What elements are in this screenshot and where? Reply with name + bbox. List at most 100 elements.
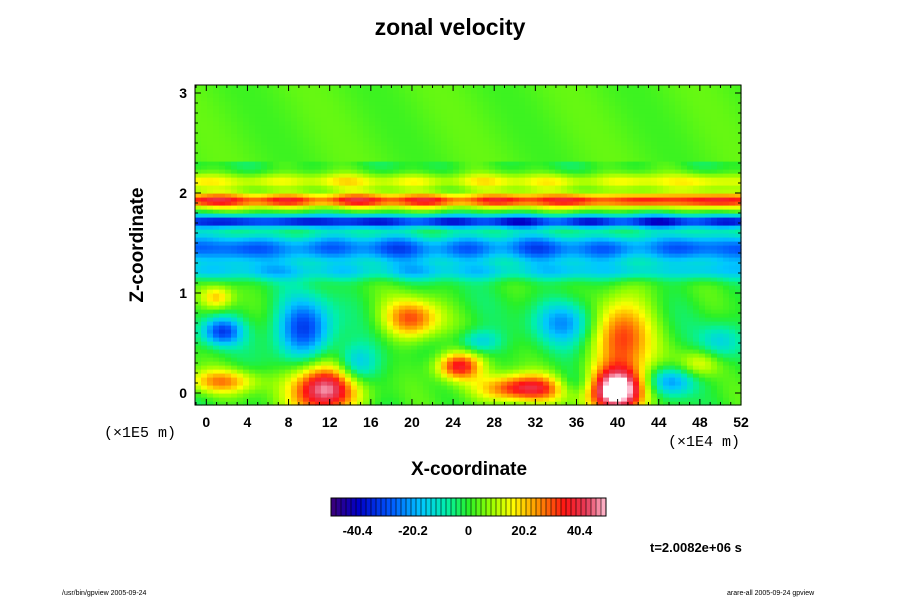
heat-cell — [537, 89, 544, 94]
heat-cell — [267, 129, 274, 134]
heat-cell — [375, 313, 382, 318]
heat-cell — [351, 313, 358, 318]
heat-cell — [285, 153, 292, 158]
heat-cell — [267, 377, 274, 382]
heat-cell — [483, 389, 490, 394]
heat-cell — [435, 201, 442, 206]
heat-cell — [435, 85, 442, 90]
heat-cell — [315, 197, 322, 202]
heat-cell — [561, 305, 568, 310]
heat-cell — [483, 85, 490, 90]
heat-cell — [243, 377, 250, 382]
heat-cell — [303, 113, 310, 118]
heat-cell — [423, 245, 430, 250]
heat-cell — [225, 205, 232, 210]
heat-cell — [213, 193, 220, 198]
heat-cell — [375, 365, 382, 370]
heat-cell — [555, 261, 562, 266]
heat-cell — [477, 177, 484, 182]
heat-cell — [519, 281, 526, 286]
heat-cell — [447, 109, 454, 114]
heat-cell — [201, 121, 208, 126]
heat-cell — [417, 361, 424, 366]
heat-cell — [213, 217, 220, 222]
heat-cell — [489, 149, 496, 154]
heat-cell — [285, 281, 292, 286]
heat-cell — [399, 161, 406, 166]
heat-cell — [501, 193, 508, 198]
heat-cell — [195, 353, 202, 358]
heat-cell — [465, 225, 472, 230]
heat-cell — [357, 217, 364, 222]
heat-cell — [225, 105, 232, 110]
heat-cell — [459, 201, 466, 206]
heat-cell — [345, 101, 352, 106]
heat-cell — [411, 109, 418, 114]
heat-cell — [513, 321, 520, 326]
heat-cell — [441, 161, 448, 166]
heat-cell — [243, 401, 250, 406]
heat-cell — [423, 289, 430, 294]
heat-cell — [387, 241, 394, 246]
heat-cell — [525, 93, 532, 98]
heat-cell — [531, 369, 538, 374]
heat-cell — [537, 361, 544, 366]
heat-cell — [513, 109, 520, 114]
heat-cell — [543, 345, 550, 350]
heat-cell — [375, 169, 382, 174]
heat-cell — [231, 253, 238, 258]
heat-cell — [435, 145, 442, 150]
heat-cell — [429, 113, 436, 118]
heat-cell — [459, 161, 466, 166]
heat-cell — [495, 237, 502, 242]
heat-cell — [285, 217, 292, 222]
heat-cell — [477, 109, 484, 114]
heat-cell — [441, 269, 448, 274]
heat-cell — [435, 397, 442, 402]
heat-cell — [531, 181, 538, 186]
heat-cell — [537, 393, 544, 398]
heat-cell — [351, 257, 358, 262]
heat-cell — [321, 277, 328, 282]
heat-cell — [279, 117, 286, 122]
heat-cell — [279, 225, 286, 230]
heat-cell — [465, 137, 472, 142]
heat-cell — [201, 369, 208, 374]
heat-cell — [501, 233, 508, 238]
heat-cell — [207, 333, 214, 338]
heat-cell — [243, 365, 250, 370]
heat-cell — [357, 105, 364, 110]
heat-cell — [543, 177, 550, 182]
heat-cell — [261, 169, 268, 174]
heat-cell — [249, 89, 256, 94]
heat-cell — [309, 201, 316, 206]
heat-cell — [315, 133, 322, 138]
heat-cell — [519, 289, 526, 294]
heat-cell — [441, 305, 448, 310]
heat-cell — [381, 193, 388, 198]
heat-cell — [219, 125, 226, 130]
heat-cell — [549, 381, 556, 386]
heat-cell — [375, 113, 382, 118]
heat-cell — [531, 329, 538, 334]
heat-cell — [327, 257, 334, 262]
heat-cell — [375, 137, 382, 142]
heat-cell — [543, 145, 550, 150]
heat-cell — [501, 149, 508, 154]
heat-cell — [369, 165, 376, 170]
heat-cell — [207, 141, 214, 146]
heat-cell — [345, 261, 352, 266]
heat-cell — [369, 205, 376, 210]
heat-cell — [543, 265, 550, 270]
heat-cell — [555, 305, 562, 310]
heat-cell — [471, 89, 478, 94]
heat-cell — [459, 209, 466, 214]
heat-cell — [387, 293, 394, 298]
heat-cell — [309, 189, 316, 194]
heat-cell — [441, 133, 448, 138]
heat-cell — [423, 329, 430, 334]
heat-cell — [405, 293, 412, 298]
heat-cell — [339, 393, 346, 398]
heat-cell — [195, 349, 202, 354]
heat-cell — [549, 313, 556, 318]
